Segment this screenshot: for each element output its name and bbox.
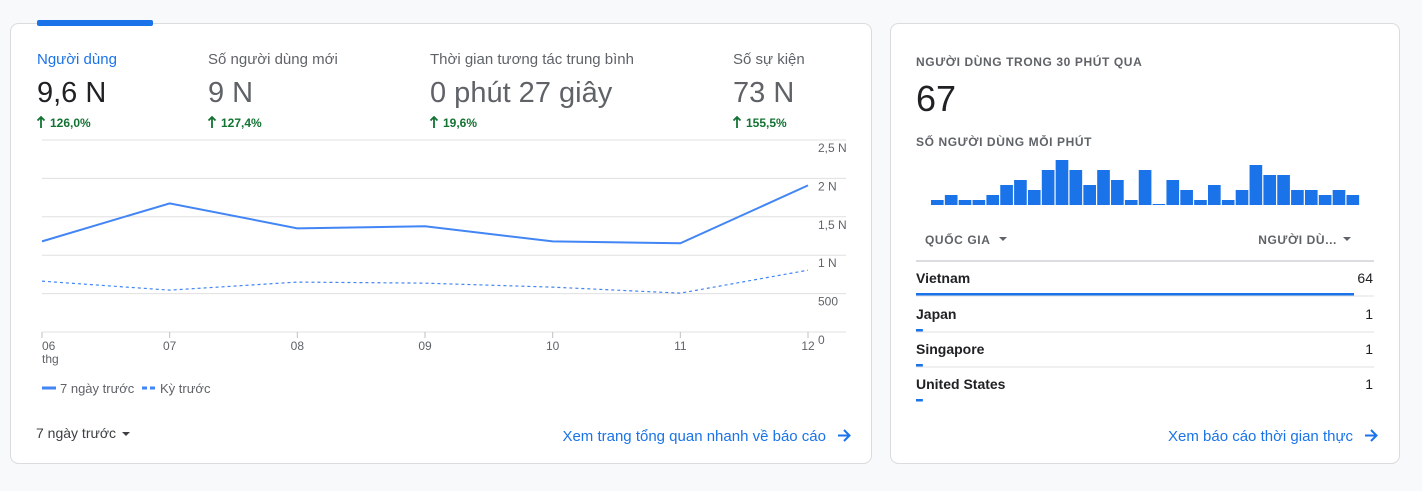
y-tick-label: 1,5 N — [818, 218, 847, 232]
y-tick-label: 0 — [818, 333, 825, 347]
users-bar — [916, 399, 923, 402]
metric-value: 9,6 N — [37, 77, 106, 109]
y-tick-label: 2 N — [818, 179, 837, 193]
legend-label: Kỳ trước — [160, 381, 211, 396]
bar — [1014, 180, 1027, 205]
realtime-card — [890, 23, 1400, 464]
bar — [986, 195, 1000, 205]
y-tick-label: 2,5 N — [818, 141, 847, 155]
legend-label: 7 ngày trước — [60, 381, 135, 396]
country-name: Singapore — [916, 341, 985, 357]
x-tick-label: 06 — [42, 339, 56, 353]
metric-change: 155,5% — [746, 116, 787, 130]
y-tick-label: 1 N — [818, 256, 837, 270]
bar — [1069, 170, 1083, 205]
bar — [931, 200, 944, 205]
x-tick-label: 10 — [546, 339, 560, 353]
link-arrow — [838, 429, 851, 442]
bar — [1111, 180, 1124, 205]
link-arrow — [1365, 429, 1378, 442]
bar — [1166, 180, 1180, 205]
bar — [1346, 195, 1360, 205]
country-name: United States — [916, 376, 1006, 392]
bar — [1332, 190, 1346, 205]
bar — [1249, 165, 1263, 205]
bar — [1138, 170, 1152, 205]
bar — [972, 200, 986, 205]
table-header[interactable]: NGƯỜI DÙ... — [1258, 232, 1337, 247]
metric-label[interactable]: Số sự kiện — [733, 51, 805, 68]
metric-label[interactable]: Số người dùng mới — [208, 51, 338, 68]
bar — [1263, 175, 1277, 205]
overview-link[interactable]: Xem trang tổng quan nhanh về báo cáo — [562, 428, 826, 445]
bar — [1152, 204, 1166, 205]
bar — [1124, 200, 1138, 205]
sort-caret — [999, 237, 1007, 241]
realtime-link[interactable]: Xem báo cáo thời gian thực — [1168, 428, 1353, 445]
country-users: 1 — [1365, 376, 1373, 392]
x-sublabel: thg — [42, 352, 59, 366]
metric-change: 127,4% — [221, 116, 262, 130]
x-tick-label: 08 — [291, 339, 305, 353]
bar — [1027, 190, 1041, 205]
bar — [1194, 200, 1207, 205]
country-users: 1 — [1365, 341, 1373, 357]
country-users: 1 — [1365, 306, 1373, 322]
bar — [1221, 200, 1235, 205]
bar — [1097, 170, 1110, 205]
metric-value: 73 N — [733, 77, 794, 109]
country-name: Vietnam — [916, 270, 970, 286]
dropdown-caret — [122, 432, 130, 436]
bar — [958, 200, 972, 205]
x-tick-label: 07 — [163, 339, 177, 353]
x-tick-label: 12 — [801, 339, 815, 353]
bar — [1235, 190, 1249, 205]
bar — [1000, 185, 1013, 205]
table-header[interactable]: QUỐC GIA — [925, 232, 990, 247]
bar — [1180, 190, 1193, 205]
bar — [1083, 185, 1096, 205]
metric-label[interactable]: Thời gian tương tác trung bình — [430, 51, 634, 68]
x-tick-label: 11 — [674, 339, 687, 353]
realtime-title: NGƯỜI DÙNG TRONG 30 PHÚT QUA — [916, 54, 1142, 69]
overview-card — [10, 23, 872, 464]
country-users: 64 — [1357, 270, 1373, 286]
bar — [1291, 190, 1304, 205]
bar — [1277, 175, 1290, 205]
bar — [1304, 190, 1318, 205]
bar — [1208, 185, 1221, 205]
sort-caret — [1343, 237, 1351, 241]
series-line — [41, 269, 809, 294]
metric-value: 9 N — [208, 77, 253, 109]
period-select[interactable]: 7 ngày trước — [36, 425, 116, 441]
users-bar — [916, 329, 923, 332]
metric-change: 126,0% — [50, 116, 91, 130]
y-tick-label: 500 — [818, 295, 838, 309]
bar — [944, 195, 958, 205]
x-tick-label: 09 — [418, 339, 432, 353]
bar — [1055, 160, 1069, 205]
metric-label[interactable]: Người dùng — [37, 51, 117, 68]
bar — [1041, 170, 1055, 205]
tab-indicator — [37, 20, 153, 26]
users-bar — [916, 293, 1354, 296]
realtime-subtitle: SỐ NGƯỜI DÙNG MỖI PHÚT — [916, 134, 1092, 149]
users-bar — [916, 364, 923, 367]
country-name: Japan — [916, 306, 956, 322]
series-line — [41, 184, 809, 245]
up-arrows — [36, 115, 742, 128]
metric-value: 0 phút 27 giây — [430, 77, 613, 109]
metric-change: 19,6% — [443, 116, 477, 130]
bar — [1318, 195, 1332, 205]
realtime-total: 67 — [916, 78, 956, 119]
